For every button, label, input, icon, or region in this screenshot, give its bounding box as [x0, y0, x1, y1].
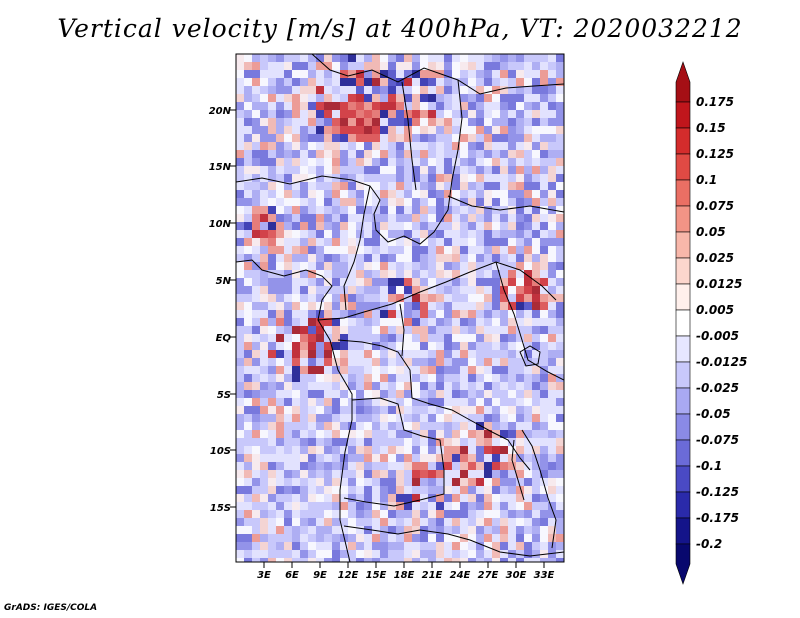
legend-label: 0.075 [696, 199, 734, 213]
latitude-axis: 20N 15N 10N 5N EQ 5S 10S 15S [209, 106, 236, 514]
border-east [447, 195, 564, 213]
lon-label: 6E [285, 570, 299, 581]
lat-label: 15S [210, 503, 231, 514]
legend-label: -0.125 [696, 485, 739, 499]
lat-label: 10N [209, 219, 232, 230]
color-legend: 0.175 0.15 0.125 0.1 0.075 0.05 0.025 0.0125 0.0… [675, 61, 747, 585]
legend-swatch [675, 257, 691, 285]
legend-label: -0.075 [696, 433, 739, 447]
country-borders [236, 54, 564, 562]
lat-label: 5S [217, 390, 231, 401]
border-drc [337, 339, 531, 471]
border-congo [399, 303, 405, 357]
legend-label: -0.2 [696, 537, 722, 551]
legend-label: -0.1 [696, 459, 722, 473]
legend-label: 0.005 [696, 303, 734, 317]
lake-victoria [519, 345, 541, 367]
border-central [317, 261, 557, 321]
lon-label: 3E [257, 570, 271, 581]
legend-swatch [675, 179, 691, 207]
legend-label: -0.025 [696, 381, 739, 395]
legend-label: -0.005 [696, 329, 739, 343]
legend-swatch [675, 387, 691, 415]
legend-swatch [675, 517, 691, 545]
border-north [311, 54, 564, 95]
footer-credit: GrADS: IGES/COLA [4, 603, 98, 613]
lat-label: 20N [209, 106, 232, 117]
legend-swatch [675, 231, 691, 259]
legend-label: -0.05 [696, 407, 731, 421]
legend-swatch [675, 465, 691, 493]
lon-label: 12E [338, 570, 359, 581]
longitude-axis: 3E 6E 9E 12E 15E 18E 21E 24E 27E 30E 33E [257, 562, 555, 581]
legend-swatch [675, 127, 691, 155]
chart-title: Vertical velocity [m/s] at 400hPa, VT: 2… [57, 14, 743, 43]
lon-label: 9E [313, 570, 327, 581]
border-cameroon [343, 185, 371, 311]
border-angola [343, 397, 445, 507]
velocity-field [236, 54, 564, 562]
legend-label: -0.175 [696, 511, 739, 525]
legend-label: 0.15 [696, 121, 726, 135]
lon-label: 30E [506, 570, 527, 581]
legend-label: 0.175 [696, 95, 734, 109]
legend-label: 0.1 [696, 173, 717, 187]
border-chad [401, 81, 417, 191]
legend-label: -0.0125 [696, 355, 747, 369]
border-sahel [236, 79, 463, 245]
border-lake [511, 439, 525, 501]
legend-swatch [675, 205, 691, 233]
lat-label: 15N [209, 162, 232, 173]
map-frame [235, 53, 565, 563]
legend-label: 0.025 [696, 251, 734, 265]
border-east-africa [495, 261, 564, 381]
lon-label: 21E [422, 570, 443, 581]
lat-label: 10S [210, 446, 231, 457]
legend-swatch [675, 309, 691, 337]
legend-label: 0.125 [696, 147, 734, 161]
lon-label: 27E [478, 570, 499, 581]
border-mozambique [521, 429, 557, 549]
lat-label: EQ [216, 333, 232, 344]
legend-swatch [675, 543, 691, 585]
lon-label: 18E [394, 570, 415, 581]
legend-swatch [675, 101, 691, 129]
legend-swatch [675, 335, 691, 363]
legend-swatch [675, 283, 691, 311]
legend-swatch [675, 361, 691, 389]
lat-label: 5N [216, 276, 232, 287]
legend-swatch [675, 491, 691, 519]
border-south [343, 525, 564, 557]
legend-swatch [675, 61, 691, 103]
legend-swatch [675, 153, 691, 181]
legend-swatch [675, 413, 691, 441]
legend-label: 0.0125 [696, 277, 742, 291]
legend-label: 0.05 [696, 225, 726, 239]
lon-label: 24E [450, 570, 471, 581]
lon-label: 15E [366, 570, 387, 581]
lon-label: 33E [534, 570, 555, 581]
legend-swatch [675, 439, 691, 467]
